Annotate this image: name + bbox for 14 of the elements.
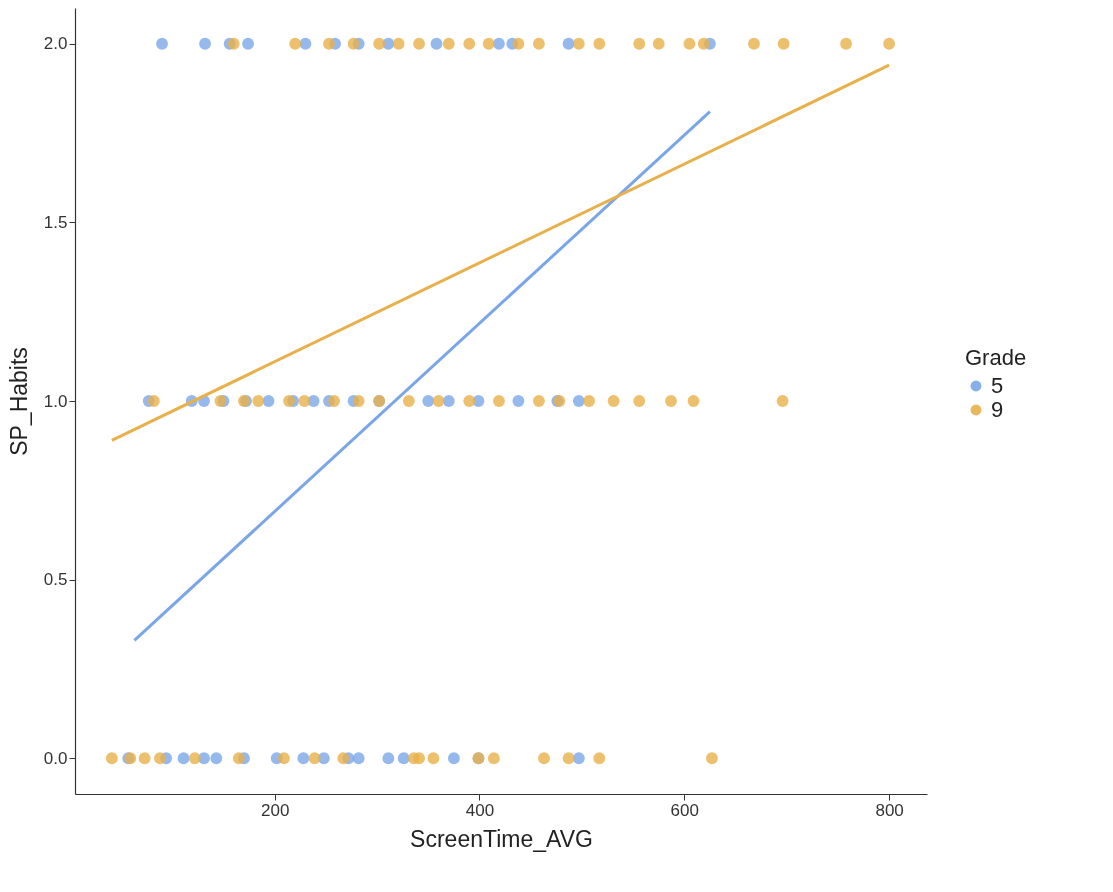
y-tick-label: 0.5	[43, 570, 68, 590]
y-tick-label: 0.0	[43, 748, 68, 768]
legend-title: Grade	[965, 345, 1027, 370]
x-tick-label: 200	[261, 800, 290, 820]
legend-label: 9	[991, 397, 1004, 422]
y-tick-label: 1.0	[43, 391, 68, 411]
legend-label: 5	[991, 373, 1004, 398]
y-tick-label: 2.0	[43, 34, 68, 54]
x-axis-title: ScreenTime_AVG	[410, 825, 593, 852]
x-tick-label: 600	[670, 800, 699, 820]
y-axis-title: SP_Habits	[5, 347, 32, 456]
y-tick-label: 1.5	[43, 212, 68, 232]
x-tick-label: 400	[465, 800, 495, 820]
x-tick-label: 800	[875, 800, 904, 820]
